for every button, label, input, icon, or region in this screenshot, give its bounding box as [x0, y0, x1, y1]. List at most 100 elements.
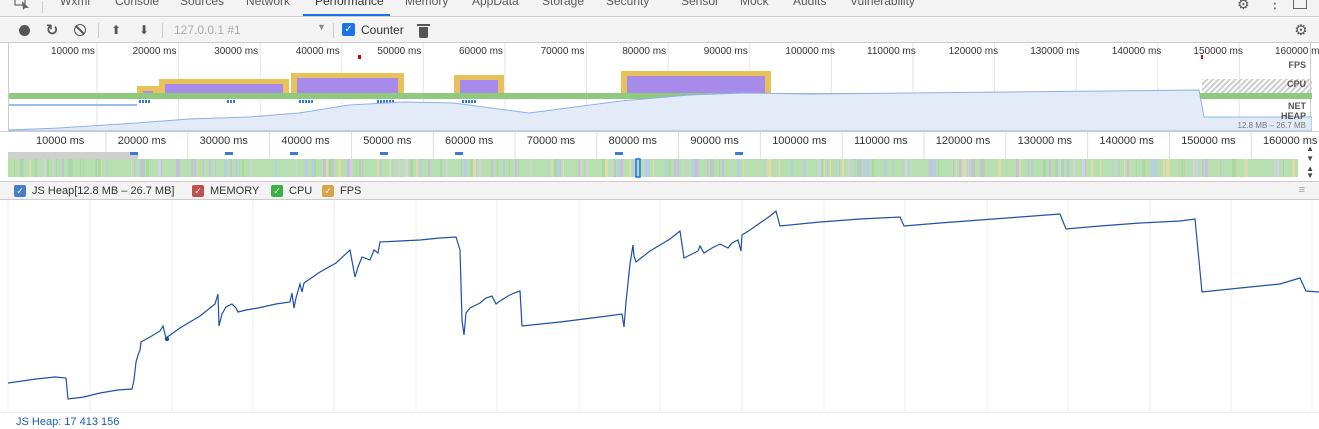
- network-request-mark: [392, 100, 394, 103]
- ruler-tick-label: 40000 ms: [281, 135, 330, 147]
- counter-status-bar: JS Heap: 17 413 156: [0, 412, 1319, 429]
- dock-side-icon[interactable]: [1293, 0, 1307, 9]
- overview-tick-label: 140000 ms: [1111, 46, 1162, 57]
- flamechart-event: [560, 159, 561, 177]
- js-heap-checkbox[interactable]: ✓: [14, 185, 26, 197]
- more-options-icon[interactable]: ⋮: [1268, 0, 1282, 11]
- flamechart-event: [1292, 159, 1295, 177]
- flamechart-event: [551, 159, 553, 177]
- tab-performance[interactable]: Performance: [315, 0, 384, 8]
- js-heap-graph: [7, 200, 1319, 412]
- resize-handle-icon[interactable]: ≡: [1298, 184, 1305, 196]
- network-request-mark: [380, 152, 388, 155]
- flamechart-event: [479, 159, 481, 177]
- flamechart-event: [305, 159, 308, 177]
- ruler-tick-label: 10000 ms: [36, 135, 85, 147]
- heap-range-label: 12.8 MB – 26.7 MB: [1237, 121, 1306, 130]
- tab-audits[interactable]: Audits: [793, 0, 827, 8]
- flamechart-event: [1166, 159, 1169, 177]
- flamechart-event: [134, 159, 136, 177]
- flamechart-event: [1112, 159, 1113, 177]
- flamechart-event: [770, 159, 771, 177]
- flamechart-event: [350, 159, 352, 177]
- flamechart-event: [1124, 159, 1125, 177]
- flamechart-event: [275, 159, 277, 177]
- counter-checkbox[interactable]: ✓: [342, 23, 355, 36]
- tab-security[interactable]: Security: [606, 0, 650, 8]
- flamechart-event: [563, 159, 564, 177]
- overview-tick-label: 50000 ms: [377, 46, 422, 57]
- tab-console[interactable]: Console: [115, 0, 160, 8]
- ruler-tick-label: 100000 ms: [772, 135, 827, 147]
- reload-button[interactable]: ↻: [43, 21, 61, 39]
- load-profile-button[interactable]: ⬆: [107, 21, 125, 39]
- tab-sources[interactable]: Sources: [180, 0, 225, 8]
- flamechart-event: [332, 159, 334, 177]
- flamechart-event: [461, 159, 462, 177]
- js-heap-chart[interactable]: [0, 200, 1319, 412]
- flamechart-event: [476, 159, 477, 177]
- flamechart-event: [59, 159, 60, 177]
- scroll-down-icon[interactable]: ▼: [1306, 154, 1314, 163]
- memory-checkbox[interactable]: ✓: [192, 185, 204, 197]
- flamechart-event: [491, 159, 493, 177]
- flamechart-event: [1244, 159, 1247, 177]
- scroll-stepper-icon[interactable]: ▲ ▼: [1306, 164, 1314, 180]
- tab-network[interactable]: Network: [246, 0, 291, 8]
- capture-settings-button[interactable]: ⚙: [1292, 21, 1310, 39]
- flamechart-event: [140, 159, 143, 177]
- network-request-mark: [145, 100, 147, 103]
- cpu-checkbox[interactable]: ✓: [271, 185, 283, 197]
- flamechart-event: [1235, 159, 1236, 177]
- flamechart-ruler: 10000 ms 20000 ms 30000 ms 40000 ms 50000 ms…: [0, 131, 1319, 181]
- ruler-tick-label: 60000 ms: [445, 135, 494, 147]
- cpu-rendering-burst: [143, 91, 153, 93]
- flamechart-event: [1151, 159, 1154, 177]
- cpu-rendering-burst: [627, 76, 765, 93]
- tab-wxml[interactable]: Wxml: [60, 0, 90, 8]
- target-select[interactable]: 127.0.0.1 #1 ▼: [168, 22, 330, 39]
- js-heap-legend-label: JS Heap[12.8 MB – 26.7 MB]: [32, 185, 175, 197]
- fps-checkbox[interactable]: ✓: [322, 185, 334, 197]
- flamechart-event: [1232, 159, 1235, 177]
- record-button[interactable]: [15, 21, 33, 39]
- flamechart-event: [464, 159, 467, 177]
- flamechart-event: [1085, 159, 1086, 177]
- tab-appdata[interactable]: AppData: [472, 0, 519, 8]
- flamechart-event: [404, 159, 407, 177]
- flamechart-event: [338, 159, 341, 177]
- inspect-element-icon[interactable]: [14, 0, 30, 10]
- flamechart-event: [1031, 159, 1033, 177]
- flamechart-event: [614, 159, 616, 177]
- flamechart-event: [827, 159, 828, 177]
- ruler-tick-label: 120000 ms: [935, 135, 991, 147]
- flamechart-event: [971, 159, 974, 177]
- network-request-mark: [230, 100, 232, 103]
- cpu-rendering-burst: [460, 80, 498, 93]
- flamechart-event: [1127, 159, 1129, 177]
- flamechart-event: [707, 159, 708, 177]
- flamechart-event: [1274, 159, 1276, 177]
- flamechart-event: [311, 159, 314, 177]
- flamechart-event: [581, 159, 582, 177]
- tab-vulnerability[interactable]: Vulnerability: [850, 0, 915, 8]
- tab-storage[interactable]: Storage: [542, 0, 585, 8]
- save-profile-button[interactable]: ⬇: [135, 21, 153, 39]
- flamechart-event: [44, 159, 46, 177]
- tab-mock[interactable]: Mock: [740, 0, 769, 8]
- flamechart-event: [56, 159, 57, 177]
- ruler-tick-label: 150000 ms: [1181, 135, 1236, 147]
- garbage-collect-button[interactable]: [414, 21, 432, 39]
- tab-memory[interactable]: Memory: [405, 0, 449, 8]
- flamechart-event: [665, 159, 667, 177]
- timeline-overview[interactable]: 10000 ms 20000 ms 30000 ms 40000 ms 50000 ms…: [8, 43, 1319, 131]
- ruler-tick-label: 80000 ms: [608, 135, 657, 147]
- network-request-mark: [468, 100, 470, 103]
- ruler-tick-label: 50000 ms: [363, 135, 412, 147]
- settings-gear-icon[interactable]: ⚙: [1237, 0, 1250, 12]
- clear-button[interactable]: [71, 21, 89, 39]
- flamechart-event: [554, 159, 557, 177]
- fps-marker: [1201, 55, 1203, 59]
- scroll-up-icon[interactable]: ▲: [1306, 144, 1314, 153]
- tab-sensor[interactable]: Sensor: [681, 0, 720, 8]
